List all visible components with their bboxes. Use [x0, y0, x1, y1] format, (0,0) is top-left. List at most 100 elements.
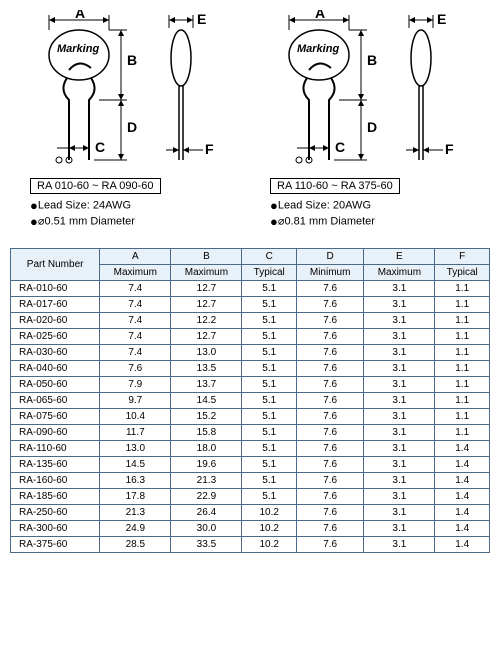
cell-value: 3.1 [364, 361, 435, 377]
cell-value: 3.1 [364, 393, 435, 409]
cell-value: 1.4 [435, 441, 490, 457]
svg-text:D: D [127, 119, 137, 135]
svg-text:E: E [437, 11, 446, 27]
cell-part-number: RA-020-60 [11, 313, 100, 329]
cell-value: 33.5 [171, 537, 242, 553]
cell-value: 10.4 [100, 409, 171, 425]
table-row: RA-065-609.714.55.17.63.11.1 [11, 393, 490, 409]
cell-value: 3.1 [364, 489, 435, 505]
svg-text:A: A [315, 10, 325, 21]
spec-left: RA 010-60 ~ RA 090-60 ●Lead Size: 24AWG … [30, 178, 230, 230]
cell-value: 7.6 [296, 441, 363, 457]
table-row: RA-040-607.613.55.17.63.11.1 [11, 361, 490, 377]
sub-e: Maximum [364, 265, 435, 281]
table-row: RA-050-607.913.75.17.63.11.1 [11, 377, 490, 393]
cell-value: 7.6 [296, 297, 363, 313]
cell-value: 12.7 [171, 281, 242, 297]
cell-value: 1.1 [435, 409, 490, 425]
cell-value: 1.1 [435, 393, 490, 409]
cell-value: 3.1 [364, 505, 435, 521]
cell-value: 7.4 [100, 329, 171, 345]
cell-value: 7.4 [100, 297, 171, 313]
sub-c: Typical [242, 265, 297, 281]
table-body: RA-010-607.412.75.17.63.11.1RA-017-607.4… [11, 281, 490, 553]
cell-value: 13.0 [171, 345, 242, 361]
cell-part-number: RA-050-60 [11, 377, 100, 393]
cell-part-number: RA-040-60 [11, 361, 100, 377]
cell-part-number: RA-010-60 [11, 281, 100, 297]
cell-value: 9.7 [100, 393, 171, 409]
table-row: RA-375-6028.533.510.27.63.11.4 [11, 537, 490, 553]
cell-value: 7.6 [296, 473, 363, 489]
cell-value: 3.1 [364, 537, 435, 553]
cell-part-number: RA-250-60 [11, 505, 100, 521]
cell-value: 1.4 [435, 537, 490, 553]
col-b: B [171, 249, 242, 265]
cell-value: 12.7 [171, 297, 242, 313]
cell-value: 5.1 [242, 345, 297, 361]
cell-value: 24.9 [100, 521, 171, 537]
svg-text:Marking: Marking [57, 43, 99, 55]
cell-value: 5.1 [242, 313, 297, 329]
range-label: RA 110-60 ~ RA 375-60 [270, 178, 400, 194]
cell-value: 13.0 [100, 441, 171, 457]
svg-text:D: D [367, 119, 377, 135]
cell-value: 17.8 [100, 489, 171, 505]
cell-value: 12.7 [171, 329, 242, 345]
diameter: ●⌀0.81 mm Diameter [270, 214, 470, 229]
cell-part-number: RA-075-60 [11, 409, 100, 425]
svg-text:C: C [95, 139, 105, 155]
col-a: A [100, 249, 171, 265]
cell-value: 5.1 [242, 473, 297, 489]
table-row: RA-030-607.413.05.17.63.11.1 [11, 345, 490, 361]
cell-value: 3.1 [364, 441, 435, 457]
cell-value: 10.2 [242, 521, 297, 537]
svg-text:C: C [335, 139, 345, 155]
cell-value: 1.4 [435, 457, 490, 473]
cell-part-number: RA-375-60 [11, 537, 100, 553]
svg-text:F: F [445, 141, 454, 157]
cell-value: 3.1 [364, 473, 435, 489]
cell-value: 1.1 [435, 281, 490, 297]
cell-value: 7.6 [296, 361, 363, 377]
cell-value: 22.9 [171, 489, 242, 505]
cell-value: 7.6 [296, 521, 363, 537]
cell-part-number: RA-065-60 [11, 393, 100, 409]
cell-value: 1.1 [435, 297, 490, 313]
cell-part-number: RA-300-60 [11, 521, 100, 537]
svg-text:E: E [197, 11, 206, 27]
svg-text:B: B [127, 52, 137, 68]
diameter: ●⌀0.51 mm Diameter [30, 214, 230, 229]
cell-value: 5.1 [242, 393, 297, 409]
cell-part-number: RA-185-60 [11, 489, 100, 505]
cell-value: 5.1 [242, 329, 297, 345]
table-header: Part Number A B C D E F Maximum Maximum … [11, 249, 490, 281]
cell-value: 3.1 [364, 521, 435, 537]
diagram-left: A Marking B D [39, 10, 221, 170]
range-label: RA 010-60 ~ RA 090-60 [30, 178, 161, 194]
cell-value: 14.5 [100, 457, 171, 473]
table-row: RA-020-607.412.25.17.63.11.1 [11, 313, 490, 329]
cell-value: 13.7 [171, 377, 242, 393]
cell-value: 3.1 [364, 329, 435, 345]
col-e: E [364, 249, 435, 265]
table-row: RA-110-6013.018.05.17.63.11.4 [11, 441, 490, 457]
cell-value: 7.9 [100, 377, 171, 393]
cell-value: 7.6 [296, 505, 363, 521]
cell-value: 14.5 [171, 393, 242, 409]
cell-value: 5.1 [242, 441, 297, 457]
cell-value: 3.1 [364, 313, 435, 329]
cell-value: 18.0 [171, 441, 242, 457]
spec-right: RA 110-60 ~ RA 375-60 ●Lead Size: 20AWG … [270, 178, 470, 230]
diagram-right: A Marking B D C [279, 10, 461, 170]
svg-text:B: B [367, 52, 377, 68]
cell-value: 10.2 [242, 537, 297, 553]
cell-value: 7.6 [296, 329, 363, 345]
table-row: RA-025-607.412.75.17.63.11.1 [11, 329, 490, 345]
col-c: C [242, 249, 297, 265]
cell-value: 1.4 [435, 505, 490, 521]
cell-value: 7.6 [296, 393, 363, 409]
side-diagram-icon: E F [161, 10, 221, 170]
cell-part-number: RA-135-60 [11, 457, 100, 473]
cell-value: 7.6 [296, 537, 363, 553]
